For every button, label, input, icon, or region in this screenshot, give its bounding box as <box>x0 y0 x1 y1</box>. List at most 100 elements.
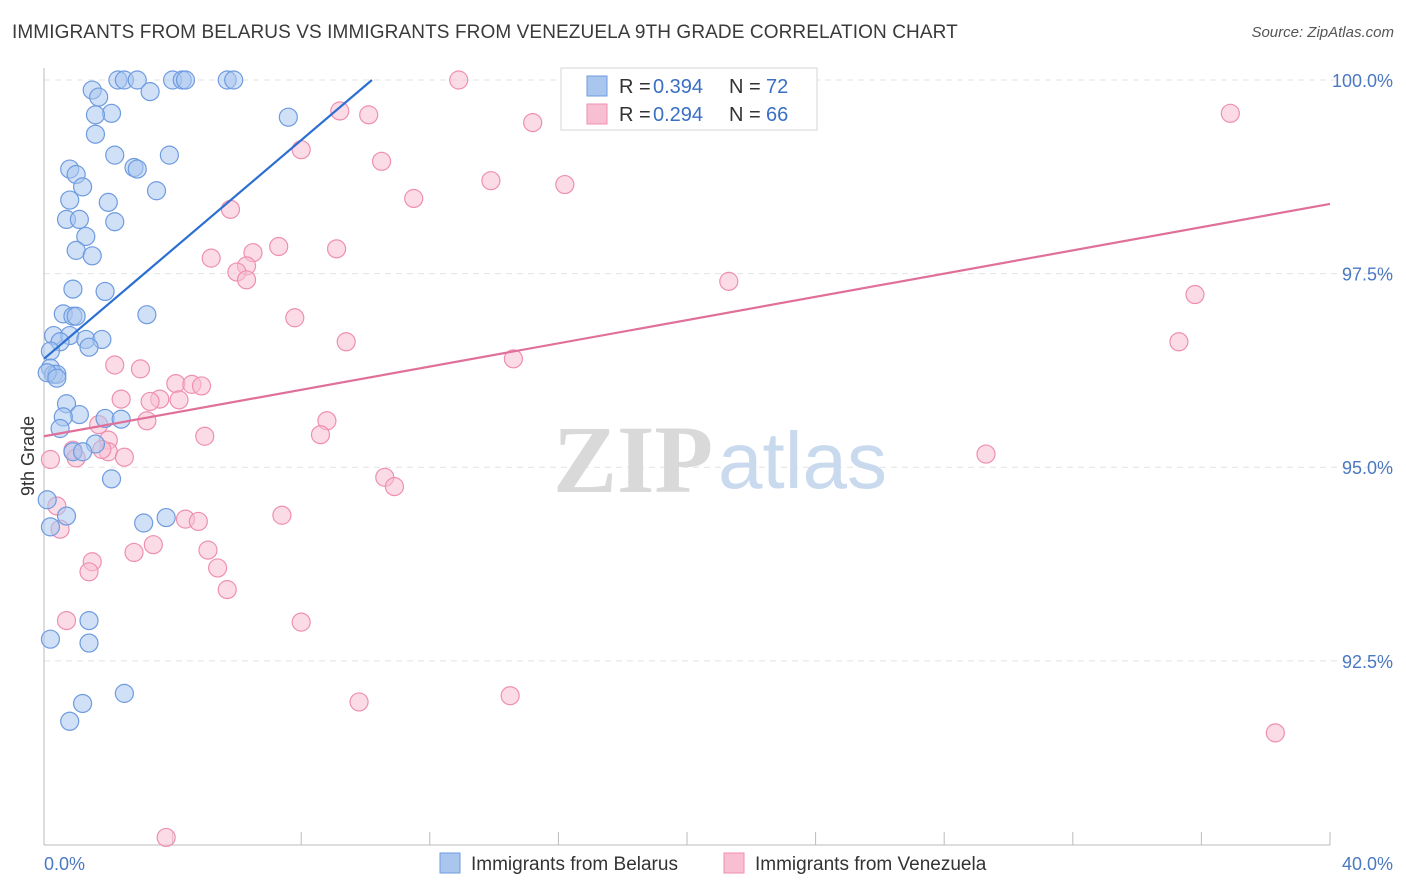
series-legend: Immigrants from Belarus Immigrants from … <box>439 852 987 875</box>
gridlines <box>44 79 1393 662</box>
y-tick-labels: 92.5% 95.0% 97.5% 100.0% <box>1332 71 1393 672</box>
x-tick-label-max: 40.0% <box>1342 854 1393 874</box>
bottom-legend-label-venezuela: Immigrants from Venezuela <box>755 854 987 875</box>
venezuela-point-54 <box>217 580 237 600</box>
belarus-trend-line <box>43 79 373 360</box>
venezuela-point-12 <box>326 239 347 259</box>
belarus-point-29 <box>66 240 86 260</box>
venezuela-point-0 <box>449 70 469 90</box>
legend-n-value-belarus: 72 <box>766 76 788 98</box>
belarus-point-58 <box>101 469 122 489</box>
venezuela-point-59 <box>1265 723 1285 743</box>
venezuela-point-49 <box>124 542 144 563</box>
belarus-point-42 <box>79 337 99 357</box>
belarus-point-31 <box>63 279 83 299</box>
y-tick-label-0: 92.5% <box>1342 652 1393 672</box>
venezuela-point-9 <box>404 188 424 209</box>
venezuela-point-60 <box>156 827 176 848</box>
belarus-point-26 <box>69 209 89 230</box>
venezuela-point-48 <box>143 535 163 555</box>
venezuela-point-65 <box>195 426 215 446</box>
venezuela-point-8 <box>555 174 575 195</box>
stats-legend: R = 0.394 N = 72 R = 0.294 N = 66 <box>560 67 818 131</box>
venezuela-point-20 <box>285 308 305 328</box>
venezuela-point-21 <box>336 332 356 352</box>
bottom-legend-label-belarus: Immigrants from Belarus <box>471 854 678 875</box>
belarus-point-4 <box>140 82 160 102</box>
legend-n-label-venezuela: N = <box>729 104 761 126</box>
legend-n-value-venezuela: 66 <box>766 104 788 126</box>
chart-title: IMMIGRANTS FROM BELARUS VS IMMIGRANTS FR… <box>12 22 958 43</box>
belarus-point-9 <box>224 70 244 90</box>
belarus-point-68 <box>72 693 93 714</box>
y-tick-label-1: 95.0% <box>1342 458 1393 478</box>
belarus-point-63 <box>40 517 61 537</box>
trend-lines <box>43 79 1331 438</box>
belarus-point-53 <box>111 409 131 429</box>
legend-swatch-belarus <box>586 75 608 97</box>
belarus-point-27 <box>105 212 125 232</box>
legend-r-value-belarus: 0.394 <box>653 76 703 98</box>
belarus-point-3 <box>127 70 147 90</box>
venezuela-point-2 <box>359 105 379 125</box>
belarus-point-64 <box>79 610 99 631</box>
belarus-point-65 <box>79 633 99 653</box>
belarus-point-69 <box>60 711 80 731</box>
belarus-point-61 <box>156 507 176 528</box>
venezuela-point-29 <box>111 389 131 409</box>
venezuela-trend-line <box>43 202 1331 438</box>
watermark-atlas: atlas <box>718 416 887 505</box>
belarus-point-59 <box>56 506 77 526</box>
venezuela-point-50 <box>198 540 218 560</box>
venezuela-point-24 <box>105 355 125 375</box>
belarus-point-21 <box>72 177 93 197</box>
legend-r-label-belarus: R = <box>619 76 651 98</box>
bottom-legend-swatch-venezuela <box>723 852 745 874</box>
venezuela-point-26 <box>166 374 186 394</box>
venezuela-point-25 <box>130 359 151 379</box>
legend-r-label-venezuela: R = <box>619 104 651 126</box>
belarus-point-14 <box>85 124 106 144</box>
venezuela-point-41 <box>976 444 996 464</box>
venezuela-point-5 <box>291 140 311 160</box>
venezuela-point-10 <box>220 199 241 219</box>
venezuela-point-58 <box>349 692 369 712</box>
belarus-point-7 <box>175 70 196 90</box>
venezuela-point-11 <box>269 236 289 257</box>
belarus-point-18 <box>127 159 147 179</box>
venezuela-point-40 <box>40 449 61 470</box>
belarus-point-36 <box>137 305 157 325</box>
legend-swatch-venezuela <box>586 103 608 125</box>
venezuela-point-28 <box>191 376 212 396</box>
legend-r-value-venezuela: 0.294 <box>653 104 703 126</box>
belarus-point-23 <box>60 190 80 210</box>
venezuela-point-55 <box>56 610 77 631</box>
belarus-point-57 <box>72 442 93 462</box>
legend-n-label-belarus: N = <box>729 76 761 98</box>
belarus-point-60 <box>134 513 154 533</box>
venezuela-point-31 <box>169 390 189 410</box>
belarus-point-30 <box>82 246 102 266</box>
belarus-point-66 <box>40 629 61 649</box>
belarus-point-22 <box>146 181 167 201</box>
venezuela-point-33 <box>137 411 157 431</box>
belarus-point-10 <box>89 87 109 107</box>
bottom-legend-swatch-belarus <box>439 852 461 874</box>
venezuela-point-23 <box>503 349 523 369</box>
x-tick-label-min: 0.0% <box>44 854 85 874</box>
venezuela-point-1 <box>330 101 350 121</box>
venezuela-point-34 <box>310 425 331 445</box>
belarus-point-35 <box>66 306 86 326</box>
venezuela-point-7 <box>481 171 501 191</box>
belarus-point-50 <box>69 404 89 425</box>
venezuela-point-52 <box>208 558 228 578</box>
y-tick-label-3: 100.0% <box>1332 71 1393 91</box>
venezuela-point-38 <box>114 447 134 467</box>
venezuela-point-3 <box>523 112 543 133</box>
venezuela-point-18 <box>719 271 739 291</box>
y-axis-label: 9th Grade <box>18 416 38 496</box>
venezuela-point-47 <box>188 511 208 532</box>
belarus-point-11 <box>101 103 122 123</box>
venezuela-point-57 <box>500 686 520 706</box>
